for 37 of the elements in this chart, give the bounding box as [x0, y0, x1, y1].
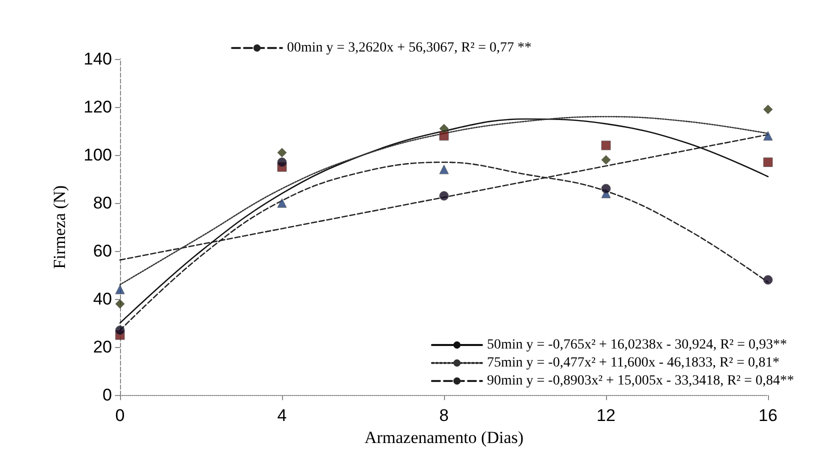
y-tick-label: 20 [93, 338, 112, 357]
x-tick-label: 8 [439, 406, 449, 426]
point [439, 164, 449, 174]
point [439, 131, 449, 141]
point [601, 155, 611, 165]
point [277, 198, 287, 208]
point [763, 104, 773, 114]
legend-label: 00min y = 3,2620x + 56,3067, R² = 0,77 ** [287, 40, 532, 56]
point [601, 140, 611, 150]
point [763, 275, 773, 285]
point [115, 299, 125, 309]
point [439, 191, 449, 201]
legend-label: 50min y = -0,765x² + 16,0238x - 30,924, R² = 0,93** [486, 338, 788, 352]
point [277, 148, 287, 158]
line-series [119, 118, 769, 324]
point [763, 157, 773, 167]
y-tick-label: 80 [93, 194, 112, 213]
point [115, 284, 125, 294]
y-tick-label: 0 [102, 386, 112, 405]
x-tick-label: 12 [596, 406, 616, 426]
y-axis-title: Firmeza (N) [50, 185, 69, 269]
y-tick-label: 100 [84, 146, 112, 165]
legend-label: 75min y = -0,477x² + 11,600x - 46,1833, R² = 0,81* [486, 356, 780, 370]
point [763, 131, 773, 141]
point [439, 124, 449, 134]
y-tick-label: 40 [93, 290, 112, 309]
x-tick-label: 0 [115, 406, 125, 426]
y-tick-label: 60 [93, 242, 112, 261]
point [601, 184, 611, 194]
point [277, 157, 287, 167]
point [115, 326, 125, 336]
x-tick-label: 4 [277, 406, 287, 426]
x-axis-title: Armazenamento (Dias) [364, 428, 524, 447]
y-tick-label: 140 [84, 50, 112, 68]
x-tick-label: 16 [758, 406, 778, 426]
y-tick-label: 120 [84, 98, 112, 117]
legend-label: 90min y = -0,8903x² + 15,005x - 33,3418, R² = 0,84** [486, 374, 794, 388]
